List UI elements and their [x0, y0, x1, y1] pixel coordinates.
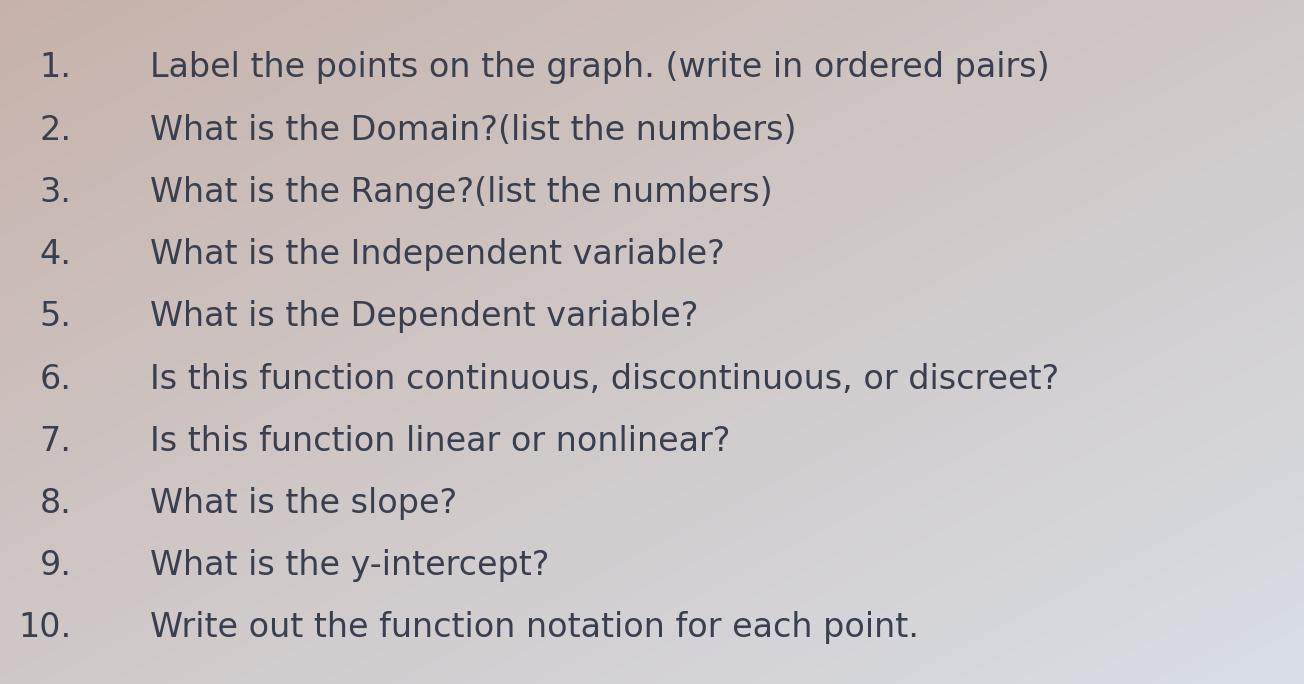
Text: What is the Dependent variable?: What is the Dependent variable?	[150, 300, 699, 333]
Text: Write out the function notation for each point.: Write out the function notation for each…	[150, 611, 919, 644]
Text: What is the Domain?(list the numbers): What is the Domain?(list the numbers)	[150, 114, 797, 146]
Text: Is this function continuous, discontinuous, or discreet?: Is this function continuous, discontinuo…	[150, 363, 1059, 395]
Text: 8.: 8.	[40, 487, 72, 520]
Text: 5.: 5.	[39, 300, 72, 333]
Text: 7.: 7.	[39, 425, 72, 458]
Text: 9.: 9.	[39, 549, 72, 582]
Text: 2.: 2.	[39, 114, 72, 146]
Text: What is the y-intercept?: What is the y-intercept?	[150, 549, 549, 582]
Text: 3.: 3.	[39, 176, 72, 209]
Text: What is the Range?(list the numbers): What is the Range?(list the numbers)	[150, 176, 772, 209]
Text: 1.: 1.	[39, 51, 72, 84]
Text: Is this function linear or nonlinear?: Is this function linear or nonlinear?	[150, 425, 730, 458]
Text: What is the slope?: What is the slope?	[150, 487, 458, 520]
Text: Label the points on the graph. (write in ordered pairs): Label the points on the graph. (write in…	[150, 51, 1050, 84]
Text: 4.: 4.	[39, 238, 72, 271]
Text: 10.: 10.	[18, 611, 72, 644]
Text: What is the Independent variable?: What is the Independent variable?	[150, 238, 725, 271]
Text: 6.: 6.	[39, 363, 72, 395]
